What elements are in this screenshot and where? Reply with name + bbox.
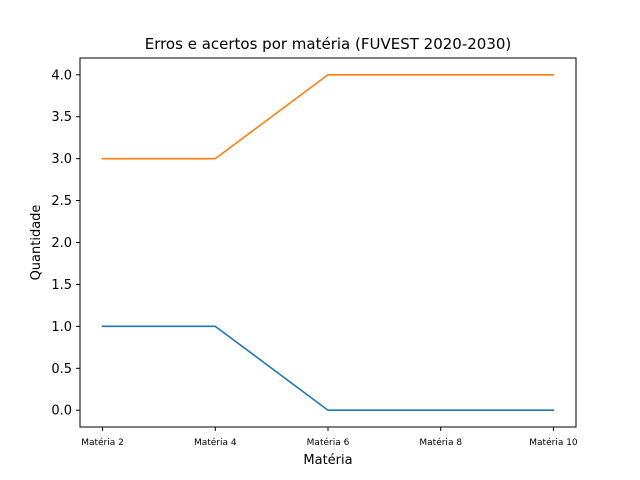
- series-line-2: [101, 73, 555, 160]
- plot-frame: [79, 57, 577, 428]
- series-line-1: [101, 325, 555, 412]
- y-tick-label: 3.5: [51, 110, 72, 125]
- x-tick-label: Matéria 4: [194, 437, 237, 448]
- x-tick-label: Matéria 10: [529, 437, 578, 448]
- plot-area: [101, 73, 555, 412]
- y-tick-label: 2.0: [51, 236, 72, 251]
- x-tick-label: Matéria 6: [307, 437, 350, 448]
- y-tick-label: 3.0: [51, 152, 72, 167]
- y-tick-label: 1.0: [51, 320, 72, 335]
- y-axis: 0.0 0.5 1.0 1.5 2.0 2.5 3.0 3.5 4.0: [51, 68, 80, 419]
- x-tick-label: Matéria 8: [419, 437, 462, 448]
- y-tick-label: 0.0: [51, 404, 72, 419]
- y-tick-label: 4.0: [51, 68, 72, 83]
- x-axis: Matéria 2 Matéria 4 Matéria 6 Matéria 8 Maté…: [81, 427, 578, 448]
- chart-title: Erros e acertos por matéria (FUVEST 2020…: [145, 35, 512, 53]
- y-tick-label: 0.5: [51, 362, 72, 377]
- x-axis-label: Matéria: [303, 453, 352, 468]
- y-tick-label: 1.5: [51, 278, 72, 293]
- y-tick-label: 2.5: [51, 194, 72, 209]
- x-tick-label: Matéria 2: [81, 437, 124, 448]
- y-axis-label: Quantidade: [29, 205, 44, 281]
